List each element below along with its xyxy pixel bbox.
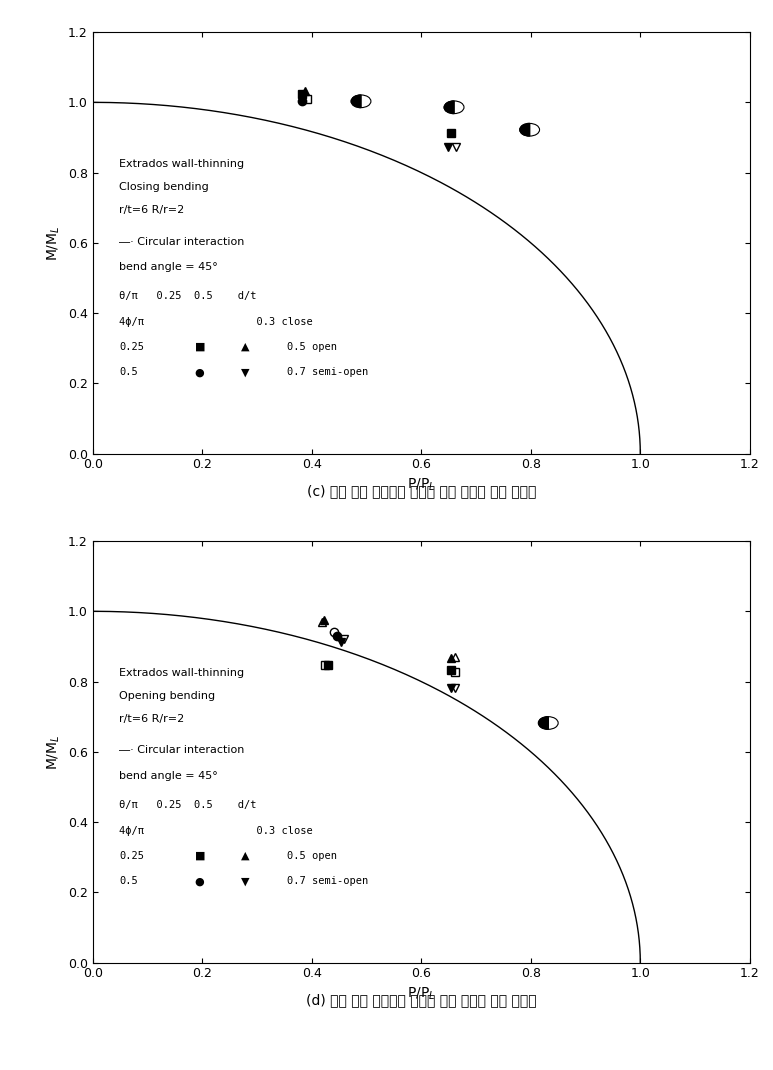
Text: ▲: ▲ — [240, 342, 249, 352]
Text: 0.25: 0.25 — [119, 342, 144, 352]
Text: ■: ■ — [195, 851, 205, 861]
Text: r/t=6 R/r=2: r/t=6 R/r=2 — [119, 205, 184, 215]
Y-axis label: M/M$_L$: M/M$_L$ — [46, 734, 63, 769]
Text: 0.5 open: 0.5 open — [287, 342, 336, 352]
Text: ―· Circular interaction: ―· Circular interaction — [119, 746, 244, 755]
Text: Extrados wall-thinning: Extrados wall-thinning — [119, 668, 244, 677]
X-axis label: P/P$_L$: P/P$_L$ — [407, 477, 435, 493]
Text: 0.5 open: 0.5 open — [287, 851, 336, 861]
Text: ▼: ▼ — [240, 876, 249, 886]
X-axis label: P/P$_L$: P/P$_L$ — [407, 985, 435, 1003]
Text: 0.5: 0.5 — [119, 367, 138, 378]
Wedge shape — [444, 101, 455, 113]
Text: (d) 열림 방향 모멘트와 내압을 받는 외호부 감육 피더관: (d) 열림 방향 모멘트와 내압을 받는 외호부 감육 피더관 — [306, 993, 536, 1007]
Text: Extrados wall-thinning: Extrados wall-thinning — [119, 158, 244, 169]
Text: 0.5: 0.5 — [119, 876, 138, 886]
Text: ▼: ▼ — [240, 367, 249, 378]
Text: ▲: ▲ — [240, 851, 249, 861]
Text: r/t=6 R/r=2: r/t=6 R/r=2 — [119, 714, 184, 724]
Text: 0.25: 0.25 — [119, 851, 144, 861]
Wedge shape — [519, 123, 530, 136]
Y-axis label: M/M$_L$: M/M$_L$ — [46, 225, 63, 261]
Text: ■: ■ — [195, 342, 205, 352]
Text: ●: ● — [195, 367, 204, 378]
Text: bend angle = 45°: bend angle = 45° — [119, 770, 218, 781]
Text: (c) 닫힘 방향 모멘트와 내압을 받는 외호부 감육 피더관: (c) 닫힘 방향 모멘트와 내압을 받는 외호부 감육 피더관 — [307, 484, 536, 498]
Text: 4ϕ/π                  0.3 close: 4ϕ/π 0.3 close — [119, 317, 313, 326]
Text: 4ϕ/π                  0.3 close: 4ϕ/π 0.3 close — [119, 826, 313, 836]
Wedge shape — [539, 717, 548, 730]
Text: Opening bending: Opening bending — [119, 691, 215, 701]
Text: ―· Circular interaction: ―· Circular interaction — [119, 236, 244, 246]
Text: Closing bending: Closing bending — [119, 182, 209, 192]
Text: ●: ● — [195, 876, 204, 886]
Text: θ/π   0.25  0.5    d/t: θ/π 0.25 0.5 d/t — [119, 291, 257, 302]
Text: 0.7 semi-open: 0.7 semi-open — [287, 876, 368, 886]
Text: θ/π   0.25  0.5    d/t: θ/π 0.25 0.5 d/t — [119, 800, 257, 810]
Text: bend angle = 45°: bend angle = 45° — [119, 262, 218, 272]
Wedge shape — [351, 95, 361, 108]
Text: 0.7 semi-open: 0.7 semi-open — [287, 367, 368, 378]
